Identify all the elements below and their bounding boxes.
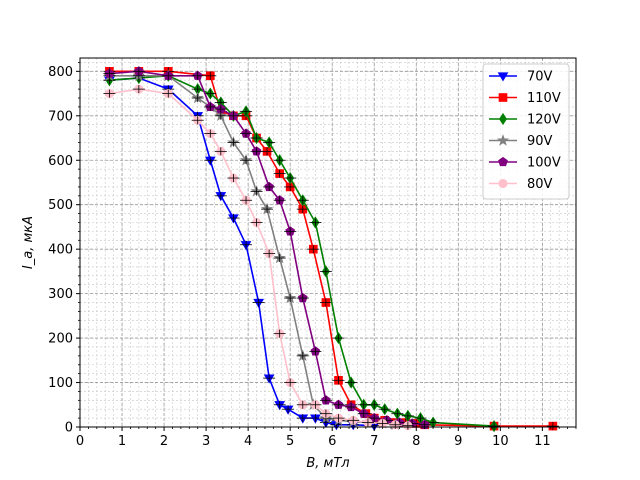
legend-label: 90V: [527, 134, 553, 149]
series-100V: [103, 66, 431, 429]
x-axis-label: B, мТл: [306, 456, 349, 471]
y-tick-label: 100: [48, 376, 73, 391]
legend-entry: 100V: [489, 156, 561, 171]
y-tick-label: 500: [48, 198, 73, 213]
y-tick-label: 0: [65, 421, 73, 436]
legend-entry: 70V: [489, 70, 553, 85]
y-tick-label: 700: [48, 109, 73, 124]
legend-marker: [498, 93, 508, 102]
y-axis-label: I_a, мкА: [21, 216, 36, 269]
legend-label: 70V: [527, 70, 553, 85]
plot-frame: [79, 57, 577, 428]
legend-entry: 120V: [489, 113, 561, 128]
x-tick-label: 2: [160, 434, 168, 449]
y-tick-label: 600: [48, 154, 73, 169]
x-tick-label: 11: [534, 434, 551, 449]
legend-marker: [498, 178, 508, 189]
y-tick-label: 200: [48, 332, 73, 347]
x-tick-label: 1: [118, 434, 126, 449]
legend-entry: 80V: [489, 177, 553, 192]
legend-label: 100V: [527, 156, 561, 171]
x-tick-label: 4: [244, 434, 252, 449]
axis-layer: 0 1 2 3 4 5 6 7 8 9 10 11 0 100 200 300 400 500 600 700 800: [48, 62, 577, 449]
legend-marker: [498, 156, 508, 167]
legend-entry: 110V: [489, 91, 561, 106]
legend-marker: [499, 112, 507, 126]
x-tick-label: 6: [328, 434, 336, 449]
legend-marker: [496, 134, 510, 146]
x-tick-label: 9: [454, 434, 462, 449]
legend-label: 80V: [527, 177, 553, 192]
legend-entry: 90V: [489, 134, 553, 149]
y-tick-label: 400: [48, 243, 73, 258]
x-tick-label: 3: [202, 434, 210, 449]
y-tick-label: 300: [48, 287, 73, 302]
legend-box: [482, 63, 570, 200]
x-tick-label: 10: [492, 434, 509, 449]
x-tick-label: 0: [76, 434, 84, 449]
x-tick-label: 5: [286, 434, 294, 449]
series-70V: [103, 74, 381, 432]
y-tick-label: 800: [48, 65, 73, 80]
legend-label: 120V: [527, 113, 561, 128]
legend-marker: [497, 72, 509, 82]
series-80V: [103, 84, 414, 431]
legend-label: 110V: [527, 91, 561, 106]
series-layer: [103, 66, 559, 433]
x-tick-label: 8: [412, 434, 420, 449]
x-tick-label: 7: [370, 434, 378, 449]
legend: 70V 110V 120V 90V 100V 80V: [482, 63, 570, 200]
